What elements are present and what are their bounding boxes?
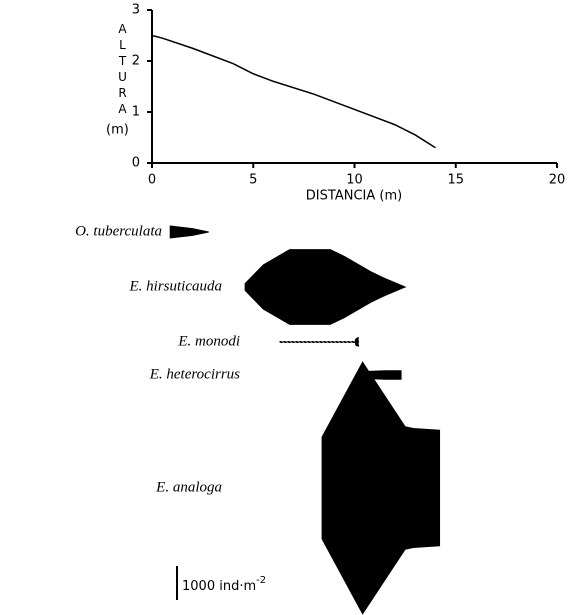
x-axis-label: DISTANCIA (m) bbox=[306, 189, 402, 204]
x-tick-label: 15 bbox=[447, 173, 464, 188]
x-tick-label: 5 bbox=[249, 173, 257, 188]
y-tick-label: 0 bbox=[132, 156, 140, 171]
y-axis-label: ALTURA bbox=[116, 22, 130, 118]
species-label: E. analoga bbox=[155, 479, 222, 495]
species-label: E. hirsuticauda bbox=[129, 278, 223, 294]
y-tick-label: 1 bbox=[132, 105, 140, 120]
kite bbox=[321, 361, 441, 615]
kite bbox=[169, 225, 209, 239]
species-label: E. monodi bbox=[177, 333, 240, 349]
y-axis-unit: (m) bbox=[106, 123, 129, 138]
scale-bar-text: 1000 ind·m bbox=[182, 579, 256, 594]
scale-bar-exponent: -2 bbox=[256, 575, 266, 586]
y-tick-label: 3 bbox=[132, 3, 140, 18]
x-tick-label: 20 bbox=[549, 173, 566, 188]
x-tick-label: 10 bbox=[346, 173, 363, 188]
kite bbox=[279, 337, 360, 347]
species-label: O. tuberculata bbox=[75, 223, 162, 239]
y-tick-label: 2 bbox=[132, 54, 140, 69]
kite bbox=[244, 249, 407, 325]
scale-bar-label: 1000 ind·m-2 bbox=[182, 575, 266, 594]
species-label: E. heterocirrus bbox=[149, 366, 240, 382]
x-tick-label: 0 bbox=[148, 173, 156, 188]
profile-line bbox=[151, 34, 436, 149]
